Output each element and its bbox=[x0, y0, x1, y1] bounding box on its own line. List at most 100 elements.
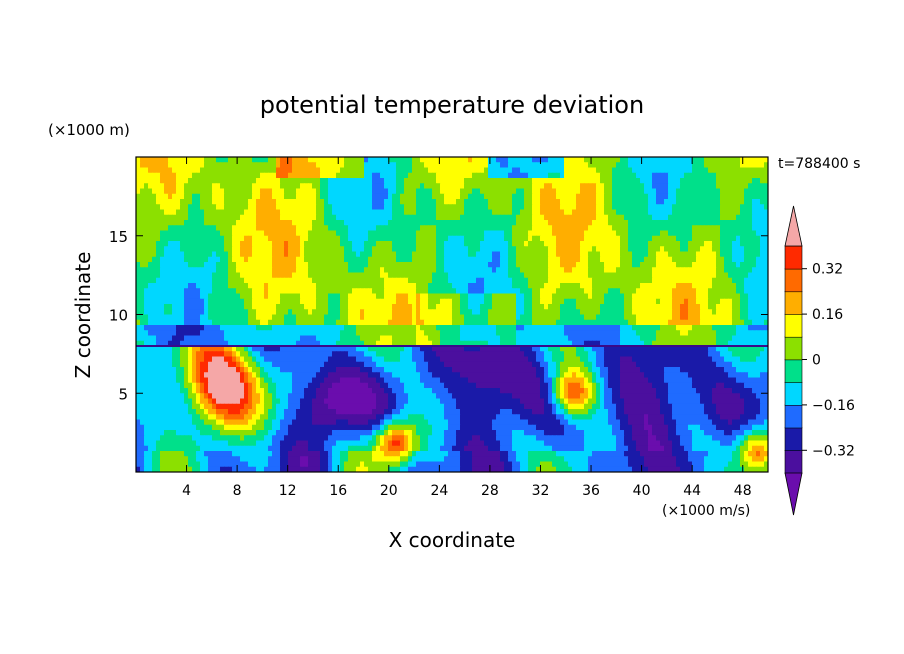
heatmap-cell bbox=[392, 183, 397, 190]
heatmap-cell bbox=[424, 178, 429, 184]
heatmap-cell bbox=[280, 220, 285, 226]
heatmap-cell bbox=[288, 167, 293, 174]
heatmap-cell bbox=[704, 304, 709, 310]
heatmap-cell bbox=[704, 199, 709, 205]
heatmap-cell bbox=[648, 288, 653, 295]
heatmap-cell bbox=[456, 251, 461, 258]
heatmap-cell bbox=[700, 235, 705, 242]
heatmap-cell bbox=[584, 157, 589, 163]
heatmap-cell bbox=[276, 225, 281, 232]
heatmap-cell bbox=[436, 183, 441, 190]
heatmap-cell bbox=[640, 293, 645, 300]
heatmap-cell bbox=[508, 183, 513, 190]
heatmap-cell bbox=[716, 225, 721, 232]
heatmap-cell bbox=[520, 225, 525, 232]
heatmap-cell bbox=[280, 241, 285, 247]
heatmap-cell bbox=[340, 246, 345, 253]
heatmap-cell bbox=[544, 230, 549, 237]
heatmap-cell bbox=[512, 235, 517, 242]
heatmap-cell bbox=[228, 304, 233, 310]
heatmap-cell bbox=[596, 172, 601, 179]
heatmap-cell bbox=[324, 262, 329, 268]
heatmap-cell bbox=[164, 183, 169, 190]
heatmap-cell bbox=[676, 230, 681, 237]
heatmap-cell bbox=[308, 251, 313, 258]
heatmap-cell bbox=[140, 241, 145, 247]
heatmap-cell bbox=[192, 188, 197, 195]
heatmap-cell bbox=[220, 256, 225, 263]
heatmap-cell bbox=[540, 314, 545, 321]
heatmap-cell bbox=[608, 251, 613, 258]
heatmap-cell bbox=[368, 162, 373, 169]
heatmap-cell bbox=[680, 183, 685, 190]
heatmap-cell bbox=[348, 277, 353, 284]
heatmap-cell bbox=[676, 178, 681, 184]
heatmap-cell bbox=[148, 288, 153, 295]
heatmap-cell bbox=[360, 162, 365, 169]
heatmap-cell bbox=[620, 183, 625, 190]
heatmap-cell bbox=[352, 283, 357, 289]
heatmap-cell bbox=[140, 309, 145, 316]
heatmap-cell bbox=[320, 235, 325, 242]
heatmap-cell bbox=[448, 298, 453, 305]
heatmap-cell bbox=[348, 199, 353, 205]
heatmap-cell bbox=[608, 209, 613, 216]
heatmap-cell bbox=[672, 267, 677, 274]
heatmap-cell bbox=[232, 220, 237, 226]
heatmap-cell bbox=[528, 241, 533, 247]
heatmap-cell bbox=[192, 178, 197, 184]
heatmap-cell bbox=[700, 178, 705, 184]
heatmap-cell bbox=[728, 199, 733, 205]
heatmap-cell bbox=[708, 288, 713, 295]
heatmap-cell bbox=[728, 277, 733, 284]
heatmap-cell bbox=[264, 178, 269, 184]
heatmap-cell bbox=[188, 251, 193, 258]
heatmap-cell bbox=[484, 319, 489, 326]
heatmap-cell bbox=[588, 272, 593, 279]
heatmap-cell bbox=[212, 262, 217, 268]
heatmap-cell bbox=[608, 293, 613, 300]
heatmap-cell bbox=[512, 246, 517, 253]
heatmap-cell bbox=[304, 288, 309, 295]
heatmap-cell bbox=[192, 157, 197, 163]
heatmap-cell bbox=[588, 262, 593, 268]
heatmap-cell bbox=[456, 204, 461, 211]
heatmap-cell bbox=[552, 283, 557, 289]
heatmap-cell bbox=[488, 214, 493, 221]
heatmap-cell bbox=[644, 283, 649, 289]
heatmap-cell bbox=[604, 288, 609, 295]
heatmap-cell bbox=[684, 246, 689, 253]
heatmap-cell bbox=[400, 220, 405, 226]
heatmap-cell bbox=[700, 298, 705, 305]
heatmap-cell bbox=[400, 262, 405, 268]
heatmap-cell bbox=[488, 293, 493, 300]
heatmap-cell bbox=[660, 262, 665, 268]
heatmap-cell bbox=[180, 162, 185, 169]
heatmap-cell bbox=[716, 272, 721, 279]
heatmap-cell bbox=[648, 267, 653, 274]
heatmap-cell bbox=[712, 204, 717, 211]
heatmap-cell bbox=[640, 172, 645, 179]
heatmap-cell bbox=[664, 293, 669, 300]
heatmap-cell bbox=[544, 283, 549, 289]
heatmap-cell bbox=[516, 298, 521, 305]
heatmap-cell bbox=[224, 225, 229, 232]
heatmap-cell bbox=[372, 314, 377, 321]
heatmap-cell bbox=[532, 204, 537, 211]
heatmap-cell bbox=[700, 220, 705, 226]
heatmap-cell bbox=[216, 256, 221, 263]
heatmap-cell bbox=[476, 162, 481, 169]
heatmap-cell bbox=[340, 309, 345, 316]
heatmap-cell bbox=[176, 235, 181, 242]
heatmap-cell bbox=[480, 309, 485, 316]
heatmap-cell bbox=[320, 246, 325, 253]
heatmap-cell bbox=[568, 162, 573, 169]
heatmap-cell bbox=[588, 178, 593, 184]
heatmap-cell bbox=[236, 157, 241, 163]
heatmap-cell bbox=[280, 225, 285, 232]
heatmap-cell bbox=[596, 309, 601, 316]
heatmap-cell bbox=[324, 225, 329, 232]
heatmap-cell bbox=[516, 304, 521, 310]
heatmap-cell bbox=[524, 162, 529, 169]
heatmap-cell bbox=[284, 241, 289, 247]
